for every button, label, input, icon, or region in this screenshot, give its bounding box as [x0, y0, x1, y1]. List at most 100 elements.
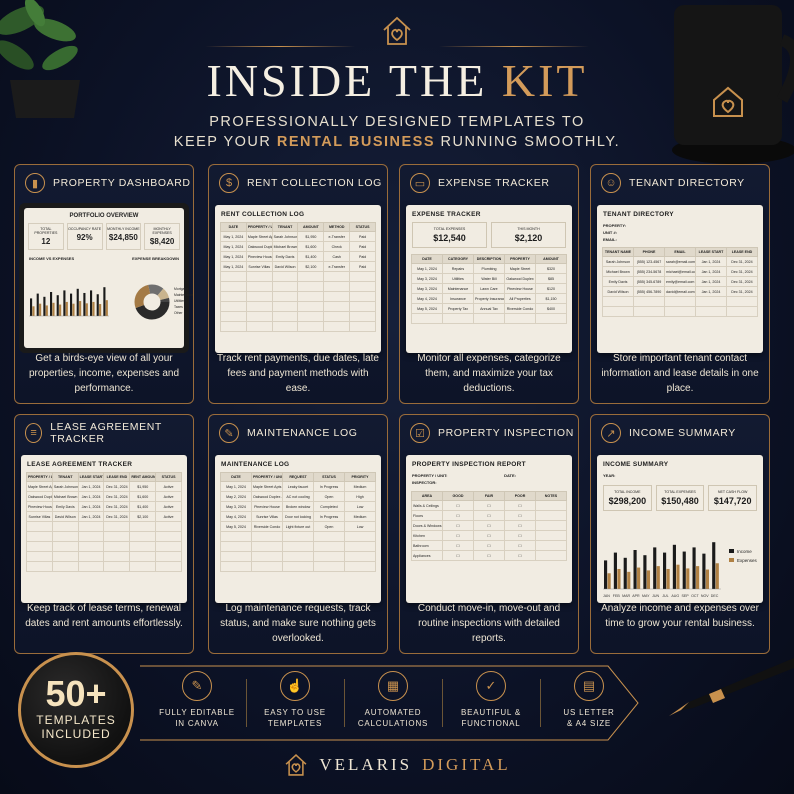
table-cell — [251, 561, 283, 572]
column-header: REQUEST — [282, 472, 314, 482]
card-description: Get a birds-eye view of all your propert… — [28, 353, 180, 394]
paper-title: LEASE AGREEMENT TRACKER — [27, 461, 133, 468]
table-cell — [633, 296, 665, 307]
table-row: Kitchen ☐ ☐ ☐ — [411, 530, 567, 541]
table-row: Floors ☐ ☐ ☐ — [411, 510, 567, 521]
table-cell: ☐ — [473, 530, 505, 541]
chart-bar — [663, 552, 667, 589]
table-cell — [535, 500, 567, 511]
paper-title: EXPENSE TRACKER — [412, 211, 481, 218]
table-cell — [344, 561, 376, 572]
table-cell: May 3, 2024 — [411, 273, 443, 284]
table-row-empty — [220, 321, 376, 332]
table-row: May 3, 2024 Utilities Water Bill Oakwood Du… — [411, 273, 567, 284]
table-cell — [535, 510, 567, 521]
table-cell — [411, 313, 443, 324]
chart-bar — [65, 301, 68, 316]
table-cell: In Progress — [313, 511, 345, 522]
column-header: AMOUNT — [535, 254, 567, 264]
table-cell: Active — [155, 511, 182, 522]
table-cell: AC not cooling — [282, 491, 314, 502]
dollar-icon: $ — [219, 173, 239, 193]
table-cell: (555) 234-5678 — [633, 266, 665, 277]
table-cell — [473, 313, 505, 324]
table-cell: $1,150 — [535, 293, 567, 304]
total-expenses-box: TOTAL EXPENSES $12,540 — [412, 222, 487, 248]
table-cell: ☐ — [442, 520, 474, 531]
table-cell — [323, 301, 351, 312]
table-cell — [313, 561, 345, 572]
table-row-empty — [220, 271, 376, 282]
table-cell: Jan 1, 2024 — [695, 266, 727, 277]
table-row-empty — [26, 551, 182, 562]
table-cell: May 1, 2024 — [220, 261, 247, 272]
column-header: TENANT NAME — [602, 247, 634, 257]
table-row-empty — [220, 311, 376, 322]
table-cell: May 1, 2024 — [220, 481, 252, 492]
table-cell: ☐ — [473, 500, 505, 511]
table-cell — [323, 321, 351, 332]
table-cell — [297, 271, 325, 282]
table-cell: Maple Street Apts - 1 — [26, 481, 53, 492]
table-row: May 3, 2024 Pineview House Broken window Co… — [220, 501, 376, 512]
table-cell — [349, 301, 376, 312]
table-cell: Low — [344, 501, 376, 512]
chart-bar — [52, 302, 55, 316]
table-cell — [26, 551, 53, 562]
brand-name: VELARIS — [319, 755, 413, 774]
bar-chart-icon: ▮ — [25, 173, 45, 193]
table-cell — [271, 271, 299, 282]
field-date: DATE: — [504, 473, 516, 478]
column-header: EMAIL — [664, 247, 696, 257]
income-chart: JAN FEB MAR APR MAY JUN JUL AUG SEP OCT NOV DEC — [603, 542, 721, 598]
table-cell: All Properties — [504, 293, 536, 304]
table-cell: May 4, 2024 — [411, 293, 443, 304]
table-cell — [51, 551, 79, 562]
table-cell: High — [344, 491, 376, 502]
column-header: PROPERTY / UNIT — [251, 472, 283, 482]
month-tick-label: DEC — [711, 594, 719, 598]
table-cell: Dec 31, 2024 — [726, 256, 758, 267]
paper-preview: PROPERTY INSPECTION REPORT PROPERTY / UN… — [406, 455, 572, 603]
month-tick-label: JAN — [603, 594, 610, 598]
table-row: May 1, 2024 Repairs Plumbing Maple Street $3… — [411, 263, 567, 274]
chart-bar — [32, 306, 35, 316]
table-cell — [155, 551, 182, 562]
chart-bar — [676, 564, 680, 589]
table-row-empty — [26, 531, 182, 542]
table-cell: David Wilson — [271, 261, 299, 272]
column-header: NOTES — [535, 491, 567, 501]
field-year: YEAR: — [603, 473, 616, 478]
table-cell — [103, 531, 131, 542]
table-cell — [323, 291, 351, 302]
kpi-monthly-expenses: MONTHLY EXPENSES $8,420 — [144, 223, 180, 250]
plant-decoration — [0, 0, 80, 118]
shield-check-icon: ✓ — [476, 671, 506, 701]
chart-bar — [99, 304, 102, 316]
table-cell: Active — [155, 491, 182, 502]
inspection-table: AREA GOOD FAIR POOR NOTES Walls & Ceilings ☐ ☐… — [411, 491, 567, 561]
table-cell: ☐ — [442, 540, 474, 551]
card-title: TENANT DIRECTORY — [629, 177, 745, 189]
table-cell: May 1, 2024 — [220, 231, 247, 242]
table-cell: Pineview House — [245, 251, 273, 262]
table-cell — [344, 531, 376, 542]
table-cell: ☐ — [442, 550, 474, 561]
table-cell — [535, 520, 567, 531]
calculator-icon: ▦ — [378, 671, 408, 701]
table-cell: (555) 123-4567 — [633, 256, 665, 267]
table-cell: $400 — [535, 303, 567, 314]
table-cell — [344, 541, 376, 552]
card-description: Analyze income and expenses over time to… — [601, 603, 759, 629]
chart-bar — [72, 303, 75, 316]
column-header: PROPERTY — [504, 254, 536, 264]
chart-bar — [85, 303, 88, 316]
document-size-icon: ▤ — [574, 671, 604, 701]
card-description: Log maintenance requests, track status, … — [220, 603, 376, 644]
table-cell: $85 — [535, 273, 567, 284]
table-cell: May 2, 2024 — [220, 491, 252, 502]
table-cell — [220, 311, 247, 322]
paper-preview: INCOME SUMMARY YEAR: TOTAL INCOME $298,20… — [597, 455, 763, 603]
table-row-empty — [220, 551, 376, 562]
